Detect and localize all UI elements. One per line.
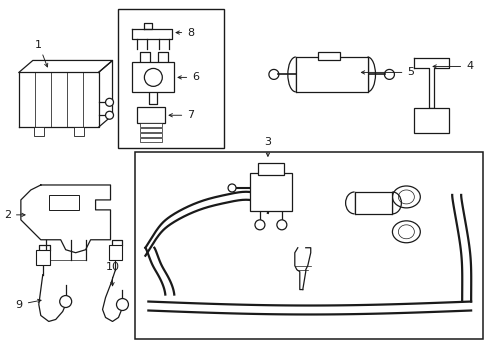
Text: 8: 8 bbox=[176, 28, 194, 37]
Circle shape bbox=[144, 68, 162, 86]
Bar bbox=[249, 173, 291, 211]
Circle shape bbox=[105, 98, 113, 106]
Text: 5: 5 bbox=[361, 67, 413, 77]
Bar bbox=[317, 53, 339, 60]
Bar bbox=[140, 138, 162, 142]
Text: 10: 10 bbox=[105, 262, 119, 286]
Circle shape bbox=[254, 220, 264, 230]
Bar bbox=[137, 107, 165, 123]
Bar bbox=[140, 128, 162, 132]
Bar bbox=[118, 9, 224, 148]
Text: 7: 7 bbox=[169, 110, 194, 120]
Text: 6: 6 bbox=[178, 72, 199, 82]
Bar bbox=[295, 58, 367, 92]
Bar bbox=[108, 245, 122, 260]
Circle shape bbox=[276, 220, 286, 230]
Bar bbox=[140, 123, 162, 127]
Circle shape bbox=[227, 184, 236, 192]
Text: 4: 4 bbox=[432, 62, 472, 71]
Text: 1: 1 bbox=[35, 40, 48, 67]
Bar bbox=[354, 192, 392, 214]
Bar bbox=[135, 152, 482, 339]
Text: 2: 2 bbox=[4, 210, 25, 220]
Bar bbox=[140, 133, 162, 137]
Bar bbox=[413, 108, 448, 133]
Text: 3: 3 bbox=[264, 137, 271, 156]
Text: 9: 9 bbox=[16, 299, 41, 310]
Bar bbox=[74, 127, 83, 136]
Bar bbox=[49, 195, 79, 210]
Circle shape bbox=[105, 111, 113, 119]
Bar bbox=[258, 163, 283, 175]
Circle shape bbox=[60, 296, 72, 307]
Circle shape bbox=[116, 298, 128, 310]
Bar bbox=[36, 250, 50, 265]
Bar bbox=[132, 62, 174, 92]
Bar bbox=[34, 127, 44, 136]
